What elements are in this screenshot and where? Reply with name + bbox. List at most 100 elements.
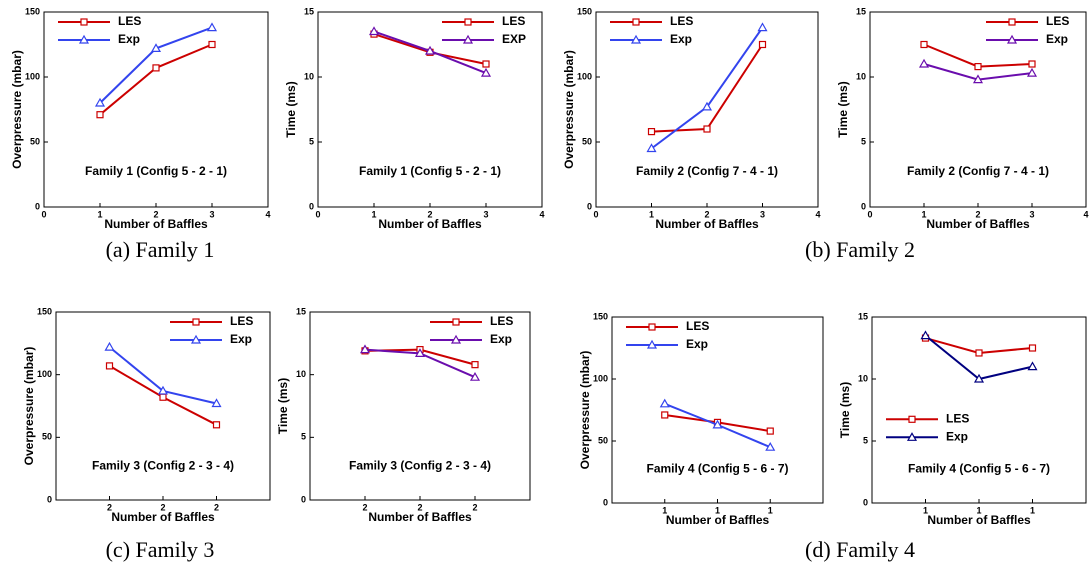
marker <box>972 74 984 84</box>
y-tick-label: 50 <box>582 136 592 146</box>
x-tick-label: 1 <box>97 209 102 219</box>
y-tick-label: 0 <box>35 201 40 211</box>
marker <box>765 441 776 451</box>
x-tick-label: 0 <box>867 209 872 219</box>
caption: (c) Family 3 <box>106 537 215 562</box>
y-tick-label: 100 <box>25 71 40 81</box>
y-tick-label: 10 <box>858 373 868 383</box>
legend-label: LES <box>686 319 709 333</box>
x-tick-label: 2 <box>975 209 980 219</box>
x-tick-label: 1 <box>976 505 981 515</box>
marker <box>480 67 492 77</box>
marker <box>646 143 657 153</box>
marker <box>368 26 380 36</box>
legend-marker <box>192 318 200 326</box>
y-tick-label: 5 <box>861 136 866 146</box>
y-tick-label: 150 <box>37 306 52 316</box>
marker <box>975 349 983 357</box>
x-tick-label: 3 <box>483 209 488 219</box>
x-tick-label: 3 <box>760 209 765 219</box>
marker <box>659 398 670 408</box>
marker <box>104 341 115 351</box>
y-axis-label: Overpressure (mbar) <box>22 347 36 466</box>
annotation: Family 3 (Config 2 - 3 - 4) <box>92 458 234 472</box>
legend-label: LES <box>1046 14 1069 28</box>
marker <box>482 60 490 68</box>
x-tick-label: 1 <box>649 209 654 219</box>
marker <box>212 421 221 429</box>
annotation: Family 2 (Config 7 - 4 - 1) <box>907 164 1049 178</box>
x-tick-label: 1 <box>371 209 376 219</box>
y-axis-label: Time (ms) <box>284 81 298 137</box>
annotation: Family 4 (Config 5 - 6 - 7) <box>646 462 788 476</box>
chart: 0 5 10 15 0 1 2 3 4 Number of Baffles Time (ms) Fam… <box>836 6 1088 231</box>
x-tick-label: 2 <box>427 209 432 219</box>
y-tick-label: 0 <box>587 201 592 211</box>
y-tick-label: 150 <box>593 311 608 321</box>
legend-label: LES <box>946 411 969 425</box>
y-tick-label: 150 <box>577 6 592 16</box>
x-tick-label: 1 <box>1030 505 1035 515</box>
y-tick-label: 0 <box>861 201 866 211</box>
y-tick-label: 100 <box>577 71 592 81</box>
marker <box>94 97 106 107</box>
legend-marker <box>646 339 658 349</box>
legend-label: LES <box>118 14 141 28</box>
legend-marker <box>648 323 656 331</box>
x-axis-label: Number of Baffles <box>666 513 770 527</box>
x-axis-label: Number of Baffles <box>378 217 482 231</box>
marker <box>1026 67 1038 77</box>
marker <box>920 330 931 340</box>
legend-marker <box>190 334 202 344</box>
x-tick-label: 2 <box>472 502 477 512</box>
x-tick-label: 2 <box>107 502 112 512</box>
marker <box>974 62 982 71</box>
x-tick-label: 2 <box>362 502 367 512</box>
y-tick-label: 15 <box>296 306 306 316</box>
marker <box>105 362 114 370</box>
y-tick-label: 50 <box>42 432 52 442</box>
legend-label: LES <box>502 14 525 28</box>
annotation: Family 1 (Config 5 - 2 - 1) <box>85 164 227 178</box>
x-axis-label: Number of Baffles <box>655 217 759 231</box>
y-tick-label: 15 <box>856 6 866 16</box>
y-tick-label: 0 <box>47 494 52 504</box>
legend-label: LES <box>670 14 693 28</box>
x-tick-label: 4 <box>539 209 544 219</box>
legend-label: Exp <box>118 32 140 46</box>
legend-marker <box>1008 18 1016 26</box>
annotation: Family 1 (Config 5 - 2 - 1) <box>359 164 501 178</box>
legend-label: Exp <box>230 332 252 346</box>
marker <box>1028 344 1037 352</box>
y-tick-label: 15 <box>858 311 868 321</box>
marker <box>211 398 222 408</box>
marker <box>1027 361 1038 371</box>
legend-label: Exp <box>490 332 512 346</box>
series-line <box>651 43 764 133</box>
y-tick-label: 100 <box>37 369 52 379</box>
x-tick-label: 3 <box>1029 209 1034 219</box>
legend-label: EXP <box>502 32 526 46</box>
annotation: Family 3 (Config 2 - 3 - 4) <box>349 458 491 472</box>
x-tick-label: 1 <box>662 505 667 515</box>
chart: 0 50 100 150 0 1 2 3 4 Number of Baffles Overpress… <box>562 6 820 231</box>
legend-label: Exp <box>946 429 968 443</box>
x-tick-label: 2 <box>160 502 165 512</box>
annotation: Family 2 (Config 7 - 4 - 1) <box>636 164 778 178</box>
marker <box>96 111 104 119</box>
x-tick-label: 1 <box>923 505 928 515</box>
marker <box>703 125 711 133</box>
marker <box>647 128 656 136</box>
x-axis-label: Number of Baffles <box>111 510 215 524</box>
marker <box>206 22 218 32</box>
x-axis-label: Number of Baffles <box>104 217 208 231</box>
x-tick-label: 3 <box>209 209 214 219</box>
caption: (a) Family 1 <box>106 237 215 262</box>
y-axis-label: Time (ms) <box>836 81 850 137</box>
x-tick-label: 0 <box>41 209 46 219</box>
x-axis-label: Number of Baffles <box>927 513 1031 527</box>
